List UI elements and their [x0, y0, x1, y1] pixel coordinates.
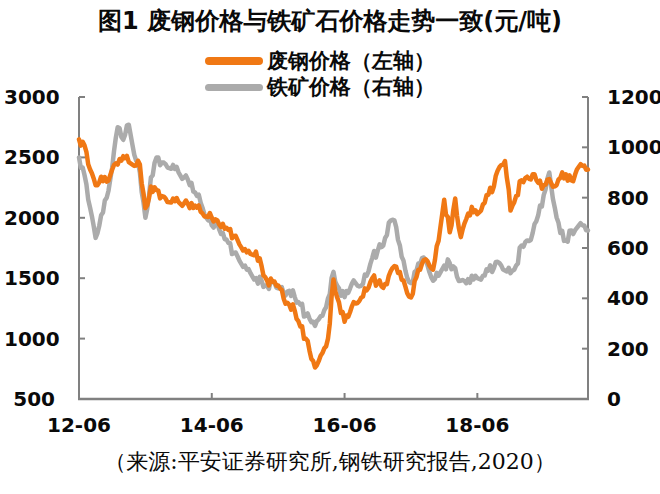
right-axis-tick-label: 1000	[607, 137, 660, 157]
x-axis-tick-label: 12-06	[44, 413, 114, 437]
left-axis-tick-label: 2000	[4, 208, 55, 228]
source-note: （来源:平安证券研究所,钢铁研究报告,2020）	[0, 447, 660, 477]
right-axis-tick-label: 800	[607, 188, 649, 208]
right-axis-tick-label: 200	[607, 339, 649, 359]
left-axis-tick-label: 1500	[4, 268, 55, 288]
left-axis-tick-label: 3000	[4, 87, 55, 107]
left-axis-tick-label: 2500	[4, 147, 55, 167]
left-axis-tick-label: 1000	[4, 329, 55, 349]
right-axis-tick-label: 1200	[607, 87, 660, 107]
right-axis-tick-label: 400	[607, 288, 649, 308]
x-axis-tick-label: 14-06	[177, 413, 247, 437]
x-axis-tick-label: 18-06	[442, 413, 512, 437]
right-axis-tick-label: 0	[607, 389, 621, 409]
x-axis-tick-label: 16-06	[310, 413, 380, 437]
figure: 图1 废钢价格与铁矿石价格走势一致(元/吨) 废钢价格（左轴） 铁矿价格（右轴）…	[0, 0, 660, 494]
scrap-price-line	[79, 139, 588, 367]
left-axis-tick-label: 500	[4, 389, 55, 409]
right-axis-tick-label: 600	[607, 238, 649, 258]
